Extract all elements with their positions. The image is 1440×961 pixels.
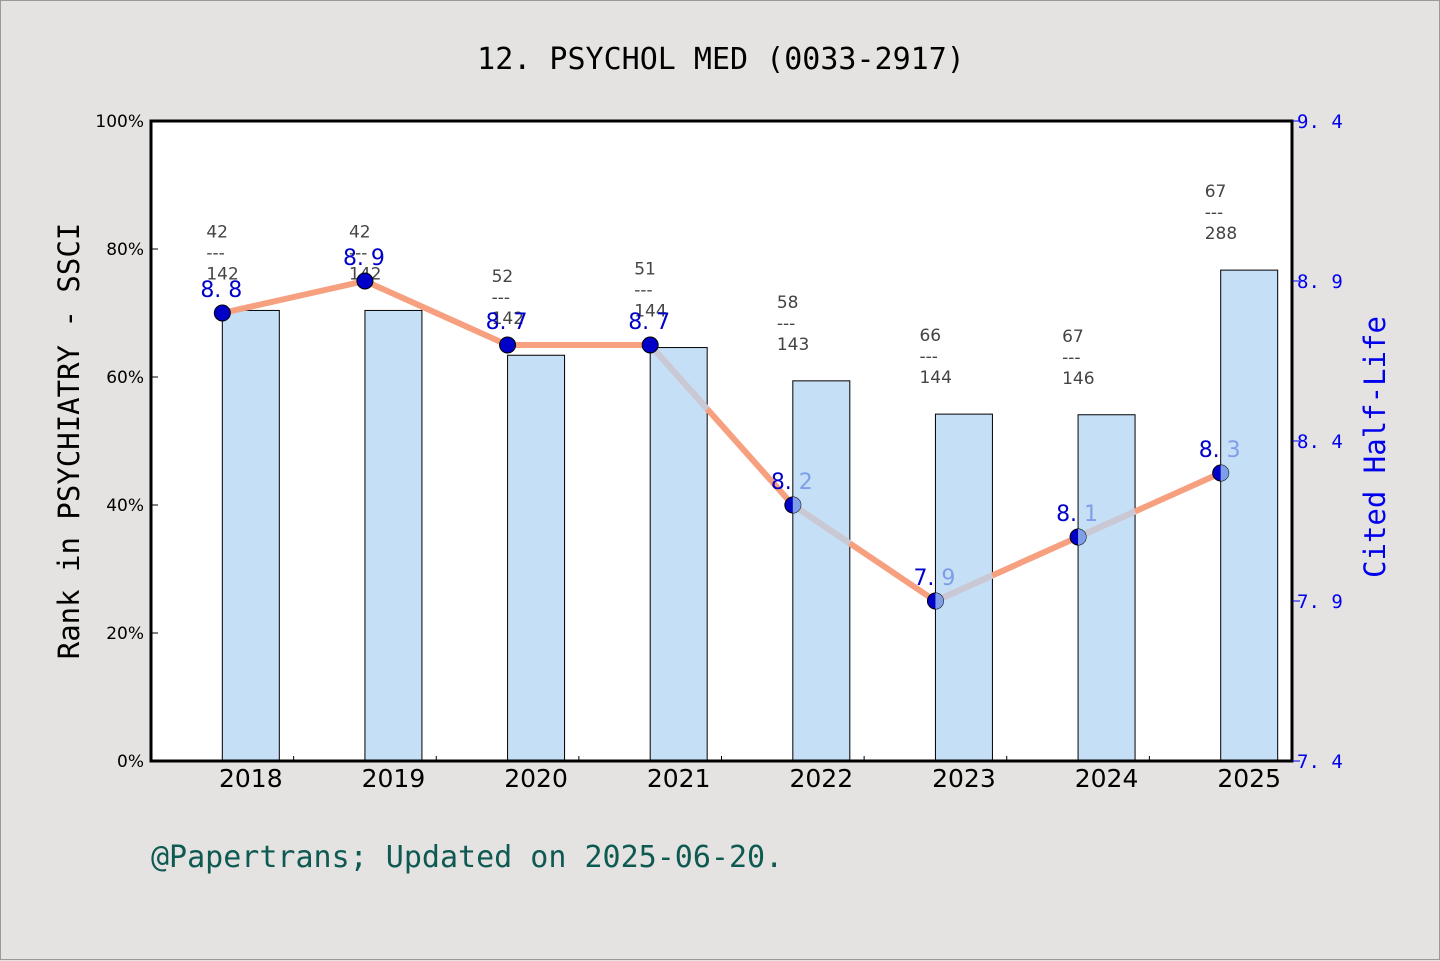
right-axis-label: Cited Half-Life <box>1358 316 1392 578</box>
bar-2020 <box>507 354 566 762</box>
x-tick-label-2024: 2024 <box>1075 764 1139 793</box>
right-tick-label: 8. 9 <box>1297 271 1343 293</box>
rank-total: 142 <box>206 264 238 284</box>
rank-separator: --- <box>206 243 224 263</box>
bar-2021 <box>649 347 708 762</box>
rank-annotation-2021: 51---144 <box>634 260 666 322</box>
left-tick-label: 20% <box>106 624 144 644</box>
rank-separator: --- <box>777 314 795 334</box>
point-marker-overlay <box>1078 529 1087 545</box>
line-segment-faded <box>791 502 852 546</box>
right-tick-label: 8. 4 <box>1297 431 1343 453</box>
point-marker-2020 <box>499 336 517 354</box>
half-life-points: 8. 8 8. 9 8. 7 8. 7 8. 2 7. 9 8. 1 8. 3 <box>200 246 1241 610</box>
rank-value: 52 <box>492 267 514 287</box>
bar-2018 <box>221 309 280 762</box>
x-tick-label-2018: 2018 <box>219 764 283 793</box>
left-tick-label: 60% <box>106 368 144 388</box>
left-tick-label: 0% <box>117 752 144 772</box>
point-label-2025: 8. 3 <box>1199 438 1241 463</box>
left-tick-label: 40% <box>106 496 144 516</box>
rank-separator: --- <box>634 281 652 301</box>
rank-annotation-2023: 66---144 <box>919 326 951 388</box>
rank-separator: --- <box>349 243 367 263</box>
rank-separator: --- <box>492 288 510 308</box>
line-segment-faded <box>647 343 710 411</box>
rank-value: 51 <box>634 260 656 280</box>
line-segment-faded <box>934 572 994 604</box>
right-axis-ticks: 7. 4 7. 9 8. 4 8. 9 9. 4 <box>1292 111 1343 773</box>
rank-total: 142 <box>492 309 524 329</box>
point-label-2024: 8. 1 <box>1056 502 1098 527</box>
bar-2025 <box>1220 269 1279 762</box>
point-marker-2019 <box>356 272 374 290</box>
right-tick-label: 7. 9 <box>1297 591 1343 613</box>
point-marker-overlay <box>1220 465 1229 481</box>
rank-value: 67 <box>1205 182 1227 202</box>
left-axis-label: Rank in PSYCHIATRY - SSCI <box>52 223 86 660</box>
x-tick-label-2022: 2022 <box>790 764 854 793</box>
point-marker-2021 <box>641 336 659 354</box>
bar-2024 <box>1077 414 1136 762</box>
rank-annotation-2025: 67---288 <box>1205 182 1237 244</box>
footer-credit: @Papertrans; Updated on 2025-06-20. <box>151 840 783 875</box>
point-marker-overlay <box>935 593 944 609</box>
line-segment <box>219 278 368 316</box>
bar-2019 <box>364 309 423 762</box>
point-label-2022: 8. 2 <box>771 470 813 495</box>
rank-total: 146 <box>1062 369 1094 389</box>
rank-separator: --- <box>919 347 937 367</box>
chart-title: 12. PSYCHOL MED (0033-2917) <box>477 42 965 77</box>
rank-annotation-2018: 42---142 <box>206 222 238 284</box>
rank-total: 143 <box>777 335 809 355</box>
point-label-2019: 8. 9 <box>343 246 385 271</box>
rank-separator: --- <box>1205 203 1223 223</box>
right-tick-label: 7. 4 <box>1297 751 1343 773</box>
x-tick-label-2021: 2021 <box>647 764 711 793</box>
bar-2022 <box>792 380 851 762</box>
rank-annotation-2020: 52---142 <box>492 267 524 329</box>
right-tick-label: 9. 4 <box>1297 111 1343 133</box>
point-label-2023: 7. 9 <box>913 566 955 591</box>
rank-value: 42 <box>349 222 371 242</box>
x-tick-label-2020: 2020 <box>504 764 568 793</box>
rank-value: 67 <box>1062 327 1084 347</box>
half-life-line <box>219 278 1224 604</box>
x-axis-ticks: 2018 2019 2020 2021 2022 2023 2024 2025 <box>219 756 1281 793</box>
left-tick-label: 100% <box>95 112 144 132</box>
point-marker-overlay <box>792 497 801 513</box>
left-axis-ticks: 0% 20% 40% 60% 80% 100% <box>95 112 158 772</box>
x-tick-label-2025: 2025 <box>1217 764 1281 793</box>
rank-annotation-2022: 58---143 <box>777 293 809 355</box>
x-tick-label-2019: 2019 <box>362 764 426 793</box>
point-label-2018: 8. 8 <box>200 278 242 303</box>
rank-total: 144 <box>634 302 666 322</box>
bar-series <box>221 269 1279 762</box>
rank-separator: --- <box>1062 348 1080 368</box>
point-label-2021: 8. 7 <box>628 310 670 335</box>
line-segment-faded <box>1076 508 1137 540</box>
rank-total: 144 <box>919 368 951 388</box>
point-label-2020: 8. 7 <box>486 310 528 335</box>
point-marker-2018 <box>213 304 231 322</box>
line-segment <box>361 278 511 348</box>
x-tick-label-2023: 2023 <box>932 764 996 793</box>
rank-total: 288 <box>1205 224 1237 244</box>
rank-value: 58 <box>777 293 799 313</box>
rank-value: 42 <box>206 222 228 242</box>
left-tick-label: 80% <box>106 240 144 260</box>
rank-annotations: 42---14242---14252---14251---14458---143… <box>206 182 1237 389</box>
rank-annotation-2024: 67---146 <box>1062 327 1094 389</box>
rank-value: 66 <box>919 326 941 346</box>
